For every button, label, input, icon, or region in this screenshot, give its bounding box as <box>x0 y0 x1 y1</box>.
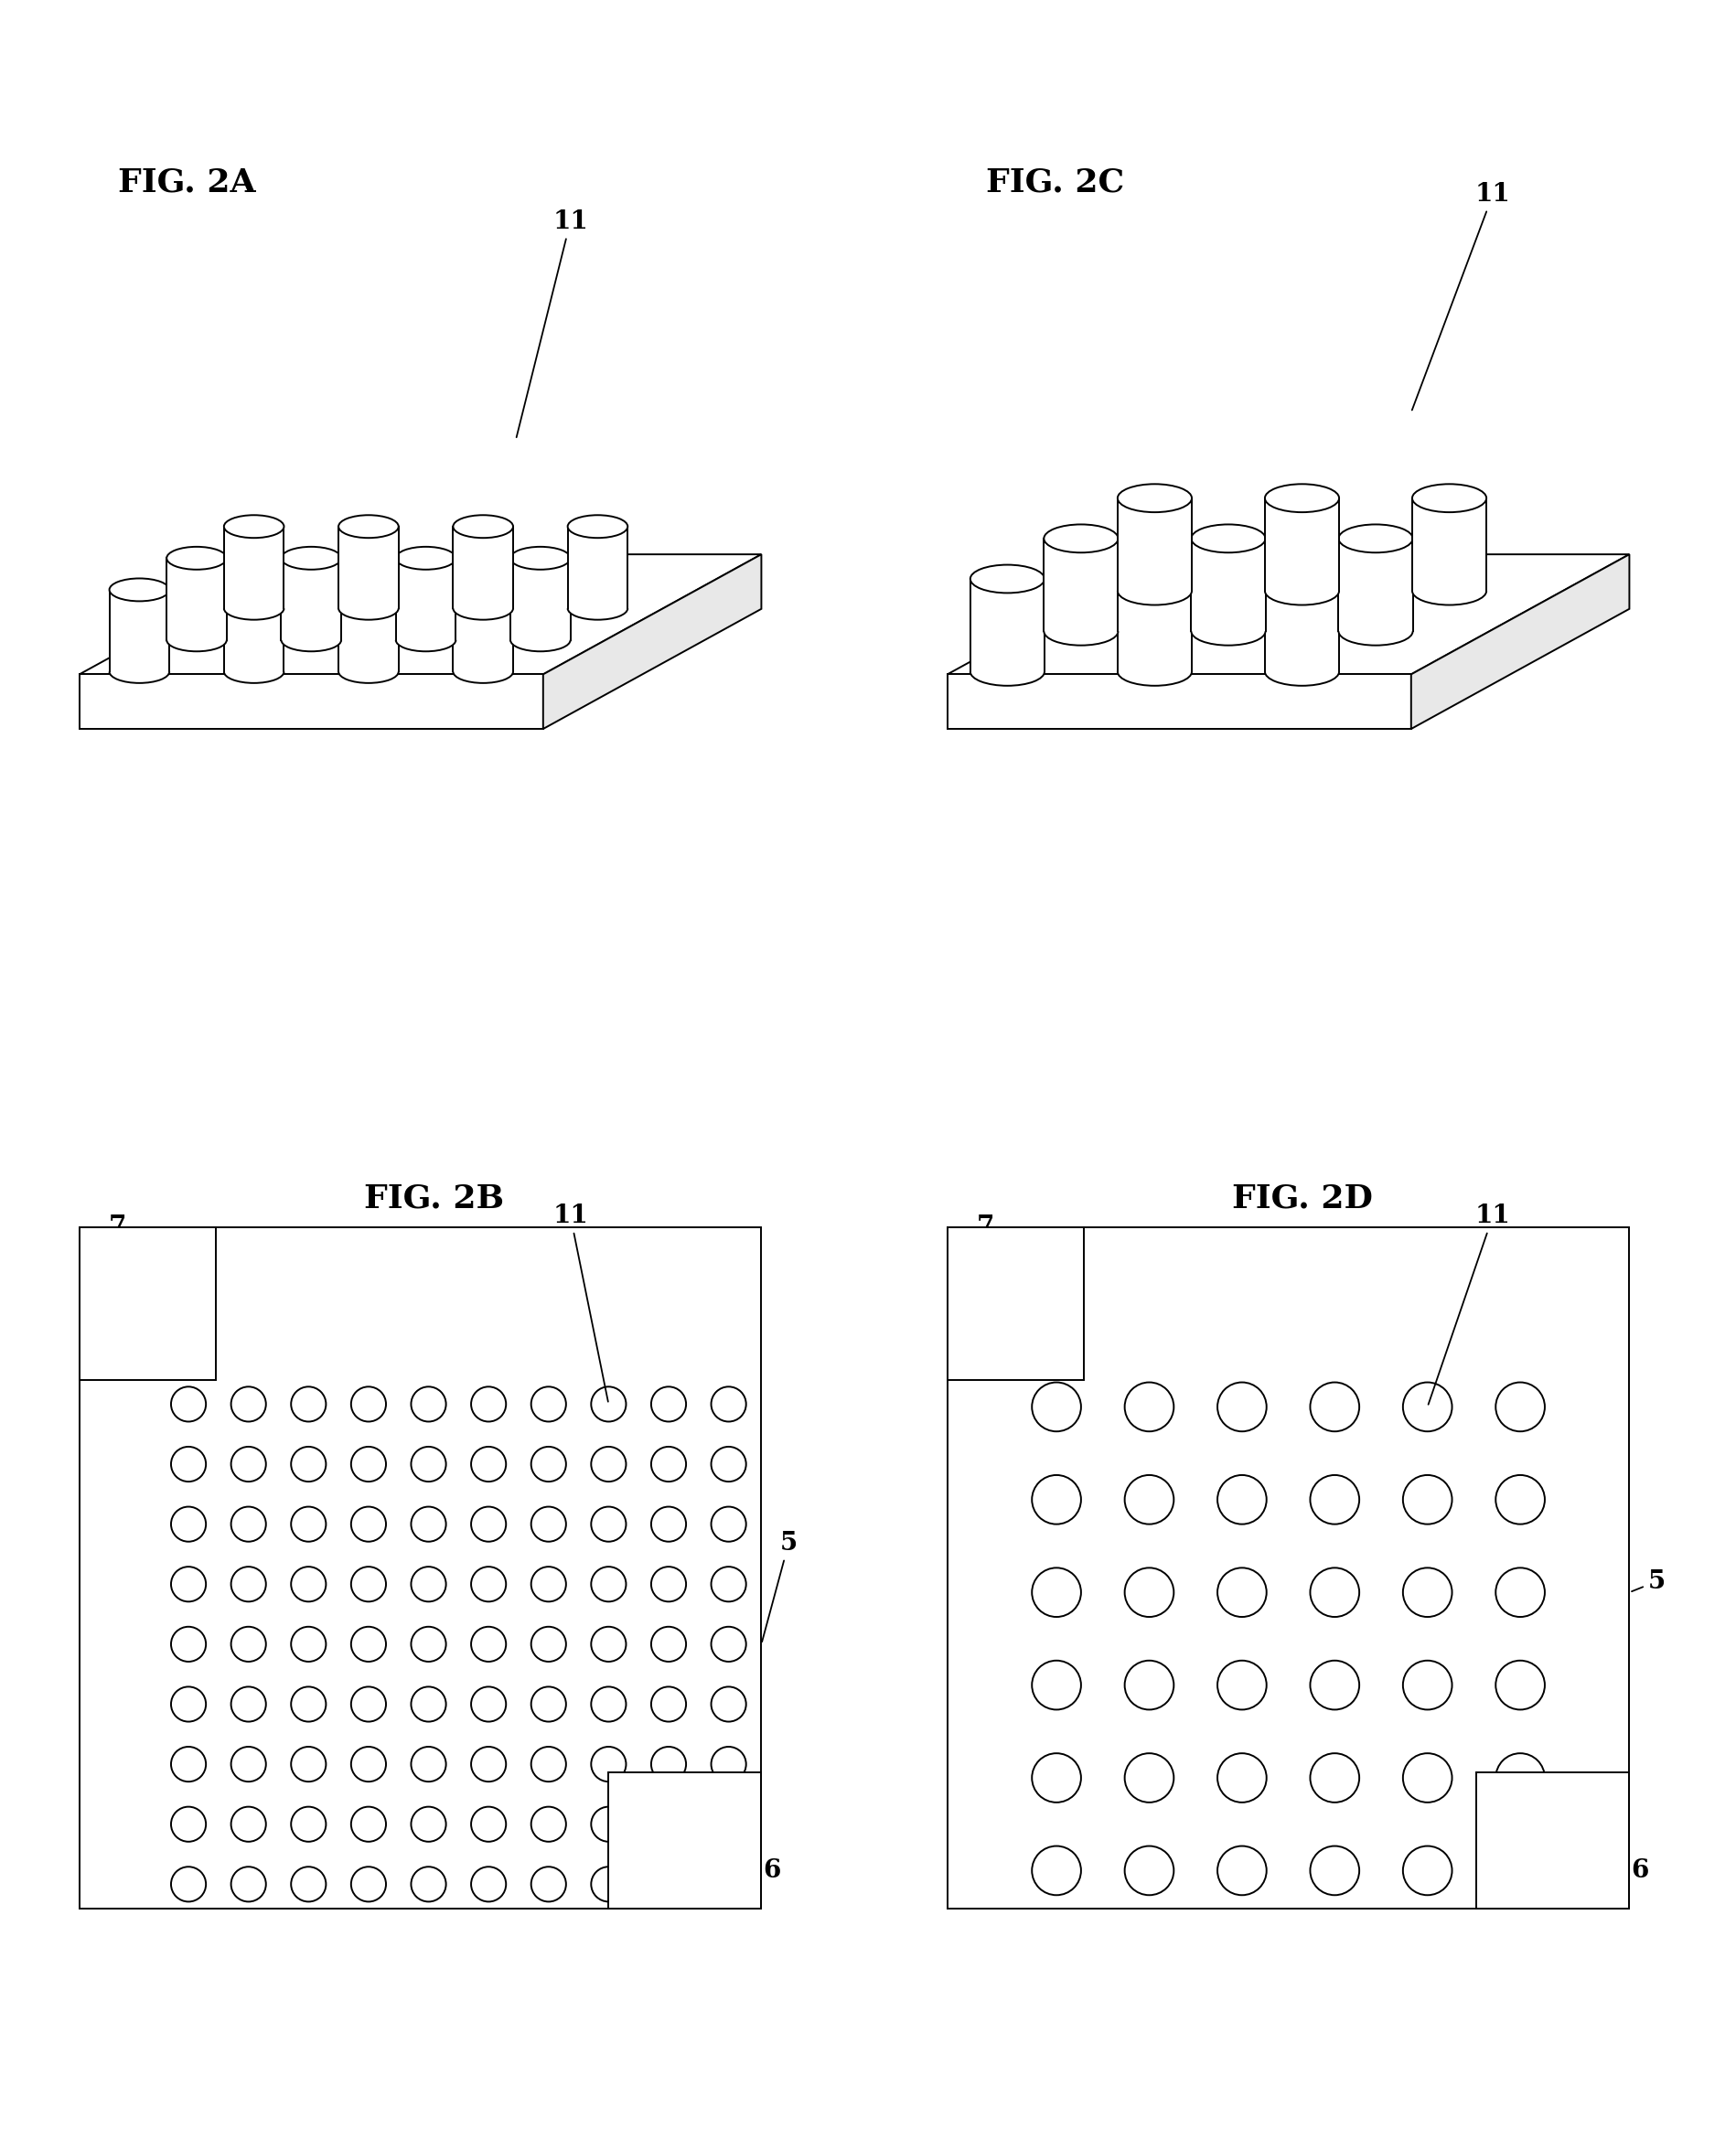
Ellipse shape <box>453 660 514 683</box>
Polygon shape <box>167 558 227 641</box>
Polygon shape <box>543 554 762 728</box>
Ellipse shape <box>396 547 457 571</box>
Polygon shape <box>224 526 285 609</box>
Ellipse shape <box>167 628 227 651</box>
Ellipse shape <box>1043 524 1118 554</box>
Ellipse shape <box>510 547 571 571</box>
Polygon shape <box>339 590 399 671</box>
Text: 5: 5 <box>1632 1569 1665 1595</box>
Polygon shape <box>948 675 1411 728</box>
Bar <box>80 1226 762 1910</box>
Ellipse shape <box>1118 564 1193 594</box>
Ellipse shape <box>1118 577 1193 605</box>
Ellipse shape <box>339 515 399 539</box>
Ellipse shape <box>1266 577 1338 605</box>
Polygon shape <box>1191 539 1266 632</box>
Polygon shape <box>1266 498 1338 592</box>
Ellipse shape <box>396 628 457 651</box>
Text: FIG. 2D: FIG. 2D <box>1231 1184 1373 1214</box>
Polygon shape <box>396 558 457 641</box>
Ellipse shape <box>109 579 170 600</box>
Text: 7: 7 <box>977 1214 1000 1241</box>
Text: FIG. 2C: FIG. 2C <box>986 166 1123 198</box>
Ellipse shape <box>167 547 227 571</box>
Text: FIG. 2A: FIG. 2A <box>118 166 255 198</box>
Polygon shape <box>1338 539 1413 632</box>
Ellipse shape <box>1338 524 1413 554</box>
Ellipse shape <box>339 596 399 620</box>
Ellipse shape <box>568 515 628 539</box>
Ellipse shape <box>1191 617 1266 645</box>
Polygon shape <box>510 558 571 641</box>
Ellipse shape <box>970 564 1045 594</box>
Text: 6: 6 <box>1555 1854 1649 1882</box>
Text: 6: 6 <box>687 1854 781 1882</box>
Ellipse shape <box>1266 483 1338 513</box>
Polygon shape <box>453 590 514 671</box>
Ellipse shape <box>1338 617 1413 645</box>
Polygon shape <box>970 579 1045 671</box>
Ellipse shape <box>1118 483 1193 513</box>
Ellipse shape <box>453 515 514 539</box>
Text: 11: 11 <box>516 209 589 436</box>
Ellipse shape <box>1411 483 1486 513</box>
Ellipse shape <box>109 660 170 683</box>
Polygon shape <box>1266 579 1338 671</box>
Ellipse shape <box>224 515 285 539</box>
Polygon shape <box>1118 498 1193 592</box>
Bar <box>609 1771 762 1910</box>
Ellipse shape <box>1191 524 1266 554</box>
Polygon shape <box>224 590 285 671</box>
Polygon shape <box>568 526 628 609</box>
Text: 11: 11 <box>1429 1203 1510 1405</box>
Ellipse shape <box>281 628 342 651</box>
Polygon shape <box>1411 554 1630 728</box>
Polygon shape <box>80 675 543 728</box>
Polygon shape <box>1043 539 1118 632</box>
Ellipse shape <box>1411 577 1486 605</box>
Text: 5: 5 <box>762 1531 797 1641</box>
Text: FIG. 2B: FIG. 2B <box>365 1184 503 1214</box>
Ellipse shape <box>224 596 285 620</box>
Text: 7: 7 <box>109 1214 132 1241</box>
Ellipse shape <box>1266 564 1338 594</box>
Ellipse shape <box>510 628 571 651</box>
Polygon shape <box>1118 579 1193 671</box>
Text: 11: 11 <box>552 1203 608 1401</box>
Polygon shape <box>281 558 342 641</box>
Bar <box>948 1226 1630 1910</box>
Polygon shape <box>109 590 170 671</box>
Ellipse shape <box>224 579 285 600</box>
Bar <box>80 1226 215 1380</box>
Ellipse shape <box>568 596 628 620</box>
Polygon shape <box>80 554 762 675</box>
Ellipse shape <box>1266 658 1338 686</box>
Ellipse shape <box>339 579 399 600</box>
Ellipse shape <box>339 660 399 683</box>
Ellipse shape <box>453 596 514 620</box>
Polygon shape <box>948 554 1630 675</box>
Bar <box>1477 1771 1630 1910</box>
Ellipse shape <box>281 547 342 571</box>
Ellipse shape <box>970 658 1045 686</box>
Polygon shape <box>1411 498 1486 592</box>
Bar <box>948 1226 1083 1380</box>
Ellipse shape <box>453 579 514 600</box>
Text: 11: 11 <box>1411 181 1510 411</box>
Ellipse shape <box>224 660 285 683</box>
Polygon shape <box>453 526 514 609</box>
Ellipse shape <box>1043 617 1118 645</box>
Polygon shape <box>339 526 399 609</box>
Ellipse shape <box>1118 658 1193 686</box>
